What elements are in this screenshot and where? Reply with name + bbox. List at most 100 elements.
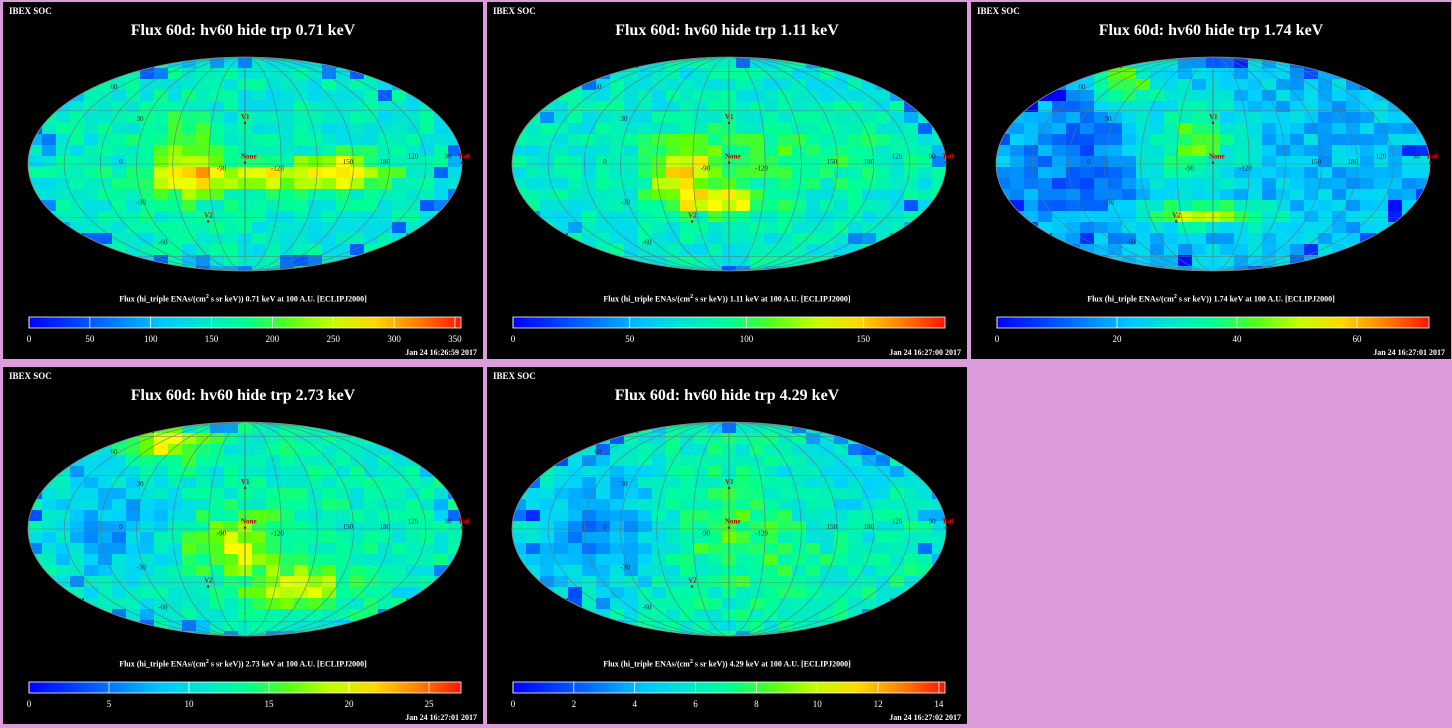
flux-cell (932, 145, 946, 157)
flux-cell (1108, 244, 1123, 256)
flux-cell (98, 178, 113, 190)
flux-cell (708, 532, 723, 544)
flux-cell (1304, 189, 1319, 201)
flux-cell (1080, 68, 1095, 80)
flux-cell (596, 200, 611, 212)
flux-cell (778, 57, 793, 69)
flux-cell (624, 123, 639, 135)
flux-cell (666, 499, 681, 511)
flux-cell (596, 233, 611, 245)
flux-cell (322, 134, 337, 146)
flux-cell (308, 123, 323, 135)
flux-cell (1374, 178, 1389, 190)
grid-label: 180 (380, 523, 391, 531)
flux-cell (126, 101, 141, 113)
flux-cell (568, 90, 583, 102)
flux-cell (1318, 112, 1333, 124)
flux-cell (680, 422, 695, 434)
flux-cell (1220, 200, 1235, 212)
flux-cell (708, 156, 723, 168)
flux-cell (126, 609, 141, 621)
grid-label: 90 (929, 518, 937, 526)
flux-cell (1332, 233, 1347, 245)
flux-cell (680, 156, 695, 168)
flux-cell (624, 211, 639, 223)
flux-cell (1178, 79, 1193, 91)
flux-cell (1094, 145, 1109, 157)
flux-cell (778, 499, 793, 511)
flux-cell (680, 178, 695, 190)
flux-cell (582, 510, 597, 522)
flux-cell (392, 211, 407, 223)
flux-cell (392, 565, 407, 577)
flux-cell (154, 255, 169, 267)
flux-cell (596, 68, 611, 80)
flux-cell (1122, 244, 1137, 256)
flux-cell (112, 598, 127, 610)
flux-cell (862, 444, 877, 456)
flux-cell (154, 200, 169, 212)
flux-cell (1122, 112, 1137, 124)
flux-cell (1304, 90, 1319, 102)
marker-dot (243, 161, 247, 164)
flux-cell (582, 233, 597, 245)
flux-cell (196, 576, 211, 588)
flux-cell (1136, 79, 1151, 91)
flux-cell (862, 499, 877, 511)
flux-cell (322, 510, 337, 522)
flux-cell (778, 200, 793, 212)
colorbar-title: Flux (hi_triple ENAs/(cm2 s sr keV)) 0.7… (119, 294, 367, 304)
flux-cell (182, 576, 197, 588)
soc-label: IBEX SOC (977, 6, 1020, 16)
colorbar-tick-label: 60 (1353, 334, 1363, 344)
flux-cell (652, 565, 667, 577)
flux-cell (750, 123, 765, 135)
flux-cell (862, 156, 877, 168)
flux-cell (526, 145, 541, 157)
flux-cell (1416, 145, 1430, 157)
flux-cell (140, 134, 155, 146)
flux-cell (70, 565, 85, 577)
flux-cell (196, 244, 211, 256)
flux-cell (56, 178, 71, 190)
marker-none: None (1209, 153, 1225, 161)
marker-none: None (241, 518, 257, 526)
flux-cell (778, 68, 793, 80)
flux-cell (1038, 178, 1053, 190)
flux-cell (392, 455, 407, 467)
flux-cell (848, 576, 863, 588)
colorbar (28, 681, 462, 694)
flux-cell (666, 532, 681, 544)
flux-cell (652, 211, 667, 223)
flux-cell (708, 134, 723, 146)
flux-cell (210, 598, 225, 610)
flux-cell (750, 521, 765, 533)
flux-cell (294, 79, 309, 91)
flux-cell (554, 101, 569, 113)
flux-cell (526, 499, 541, 511)
flux-cell (322, 433, 337, 445)
marker-v2: V2 (1172, 212, 1181, 220)
grid-label: 0 (603, 523, 607, 531)
map-panel-4: IBEX SOC Flux 60d: hv60 hide trp 2.73 keV… (3, 367, 483, 724)
flux-cell (778, 145, 793, 157)
flux-cell (918, 532, 933, 544)
flux-cell (196, 444, 211, 456)
flux-cell (736, 233, 751, 245)
flux-cell (224, 145, 239, 157)
flux-cell (210, 244, 225, 256)
flux-cell (322, 488, 337, 500)
flux-cell (1150, 156, 1165, 168)
flux-cell (168, 79, 183, 91)
flux-cell (1024, 134, 1039, 146)
flux-cell (210, 554, 225, 566)
flux-cell (210, 587, 225, 599)
flux-cell (280, 90, 295, 102)
flux-cell (1164, 211, 1179, 223)
flux-cell (280, 488, 295, 500)
flux-cell (582, 466, 597, 478)
flux-cell (1360, 123, 1375, 135)
flux-cell (904, 222, 919, 234)
flux-cell (1290, 233, 1305, 245)
flux-cell (708, 499, 723, 511)
